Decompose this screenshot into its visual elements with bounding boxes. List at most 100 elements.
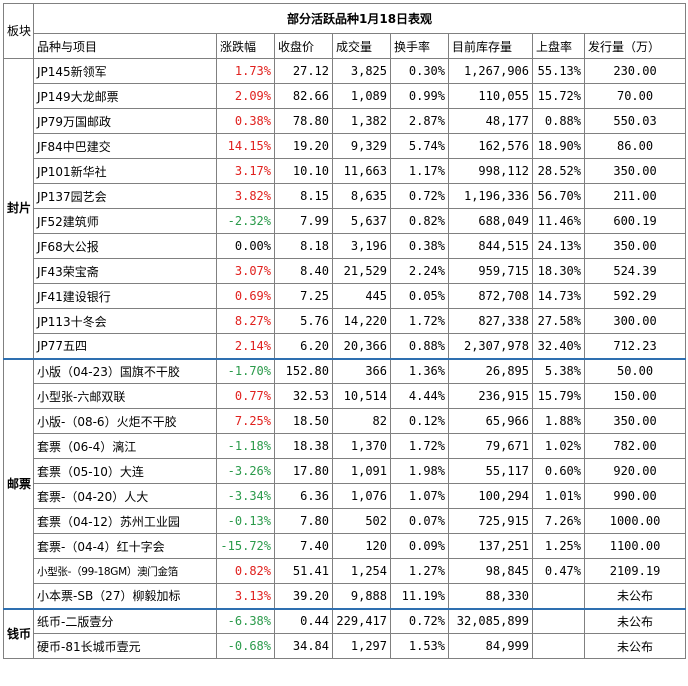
stock-quantity: 872,708 <box>448 283 533 309</box>
listing-rate: 28.52% <box>532 158 585 184</box>
stock-quantity: 110,055 <box>448 83 533 109</box>
listing-rate: 32.40% <box>532 333 585 359</box>
listing-rate: 24.13% <box>532 233 585 259</box>
issue-amount: 350.00 <box>583 158 687 184</box>
close-price: 7.40 <box>274 533 333 559</box>
table-row: 小版-（08-6）火炬不干胶 7.25% 18.50 82 0.12% 65,966 1.8… <box>4 408 687 434</box>
item-name: JF68大公报 <box>33 233 217 259</box>
turnover-rate: 0.82% <box>390 208 449 234</box>
listing-rate: 1.88% <box>532 408 585 434</box>
listing-rate: 15.79% <box>532 383 585 409</box>
table-row: JP101新华社 3.17% 10.10 11,663 1.17% 998,112 28.5… <box>4 158 687 184</box>
listing-rate: 27.58% <box>532 308 585 334</box>
change-pct: -3.26% <box>216 458 275 484</box>
table-row: 硬币-81长城币壹元 -0.68% 34.84 1,297 1.53% 84,999 未公布 <box>4 633 687 659</box>
close-price: 19.20 <box>274 133 333 159</box>
turnover-rate: 2.87% <box>390 108 449 134</box>
change-pct: 2.09% <box>216 83 275 109</box>
table-row: 小型张-六邮双联 0.77% 32.53 10,514 4.44% 236,915 15.7… <box>4 383 687 409</box>
turnover-rate: 0.05% <box>390 283 449 309</box>
item-name: 套票（06-4）漓江 <box>33 433 217 459</box>
stock-quantity: 98,845 <box>448 558 533 584</box>
volume: 20,366 <box>332 333 391 359</box>
item-name: 小版（04-23）国旗不干胶 <box>33 357 217 384</box>
issue-amount: 未公布 <box>583 633 687 659</box>
issue-amount: 782.00 <box>583 433 687 459</box>
turnover-rate: 0.72% <box>390 183 449 209</box>
listing-rate: 55.13% <box>532 58 585 84</box>
listing-rate: 14.73% <box>532 283 585 309</box>
change-pct: 1.73% <box>216 58 275 84</box>
turnover-rate: 0.38% <box>390 233 449 259</box>
table-row: JP79万国邮政 0.38% 78.80 1,382 2.87% 48,177 0.88% 5… <box>4 108 687 134</box>
change-pct: 2.14% <box>216 333 275 359</box>
close-price: 18.50 <box>274 408 333 434</box>
turnover-rate: 1.36% <box>390 357 449 384</box>
table-row: JP149大龙邮票 2.09% 82.66 1,089 0.99% 110,055 15.7… <box>4 83 687 109</box>
stock-quantity: 725,915 <box>448 508 533 534</box>
table-row: JF68大公报 0.00% 8.18 3,196 0.38% 844,515 24.13% 3… <box>4 233 687 259</box>
turnover-rate: 0.30% <box>390 58 449 84</box>
close-price: 6.20 <box>274 333 333 359</box>
change-pct: 3.07% <box>216 258 275 284</box>
volume: 5,637 <box>332 208 391 234</box>
item-name: 套票-（04-4）红十字会 <box>33 533 217 559</box>
item-name: JP79万国邮政 <box>33 108 217 134</box>
table-row: JP77五四 2.14% 6.20 20,366 0.88% 2,307,978 32.40… <box>4 333 687 359</box>
stock-quantity: 84,999 <box>448 633 533 659</box>
item-name: JF52建筑师 <box>33 208 217 234</box>
change-pct: 14.15% <box>216 133 275 159</box>
item-name: JF41建设银行 <box>33 283 217 309</box>
item-name: JP77五四 <box>33 333 217 359</box>
item-name: JP113十冬会 <box>33 308 217 334</box>
change-pct: -15.72% <box>216 533 275 559</box>
change-pct: -1.70% <box>216 357 275 384</box>
header-volume: 成交量 <box>332 33 391 59</box>
change-pct: 3.82% <box>216 183 275 209</box>
volume: 10,514 <box>332 383 391 409</box>
table-row: 小型张-（99-18GM）澳门金箔 0.82% 51.41 1,254 1.27% 98,… <box>4 558 687 584</box>
close-price: 18.38 <box>274 433 333 459</box>
issue-amount: 50.00 <box>583 357 687 384</box>
table-row: 钱币 纸币-二版壹分 -6.38% 0.44 229,417 0.72% 32,085,89… <box>3 607 687 659</box>
volume: 21,529 <box>332 258 391 284</box>
turnover-rate: 0.07% <box>390 508 449 534</box>
item-name: 套票-（04-20）人大 <box>33 483 217 509</box>
header-name: 品种与项目 <box>33 33 217 59</box>
item-name: 套票（04-12）苏州工业园 <box>33 508 217 534</box>
listing-rate <box>532 633 585 659</box>
volume: 9,888 <box>332 583 391 609</box>
header-issue: 发行量（万） <box>583 33 687 59</box>
table-row: 套票（05-10）大连 -3.26% 17.80 1,091 1.98% 55,117 0.… <box>4 458 687 484</box>
table-title: 部分活跃品种1月18日表观 <box>32 3 687 34</box>
issue-amount: 592.29 <box>583 283 687 309</box>
volume: 1,254 <box>332 558 391 584</box>
header-change: 涨跌幅 <box>216 33 275 59</box>
section-label: 封片 <box>3 58 34 359</box>
stock-quantity: 2,307,978 <box>448 333 533 359</box>
volume: 82 <box>332 408 391 434</box>
close-price: 34.84 <box>274 633 333 659</box>
turnover-rate: 1.27% <box>390 558 449 584</box>
change-pct: -6.38% <box>216 607 275 634</box>
turnover-rate: 5.74% <box>390 133 449 159</box>
change-pct: 7.25% <box>216 408 275 434</box>
volume: 9,329 <box>332 133 391 159</box>
issue-amount: 350.00 <box>583 233 687 259</box>
close-price: 8.40 <box>274 258 333 284</box>
close-price: 78.80 <box>274 108 333 134</box>
header-stock: 目前库存量 <box>448 33 533 59</box>
section-label: 邮票 <box>3 357 34 609</box>
table-row: JF43荣宝斋 3.07% 8.40 21,529 2.24% 959,715 18.30%… <box>4 258 687 284</box>
listing-rate: 1.02% <box>532 433 585 459</box>
close-price: 39.20 <box>274 583 333 609</box>
item-name: JF84中巴建交 <box>33 133 217 159</box>
close-price: 17.80 <box>274 458 333 484</box>
issue-amount: 600.19 <box>583 208 687 234</box>
volume: 1,382 <box>332 108 391 134</box>
listing-rate <box>532 607 585 634</box>
volume: 1,297 <box>332 633 391 659</box>
stock-quantity: 88,330 <box>448 583 533 609</box>
item-name: 小型张-六邮双联 <box>33 383 217 409</box>
stock-quantity: 137,251 <box>448 533 533 559</box>
